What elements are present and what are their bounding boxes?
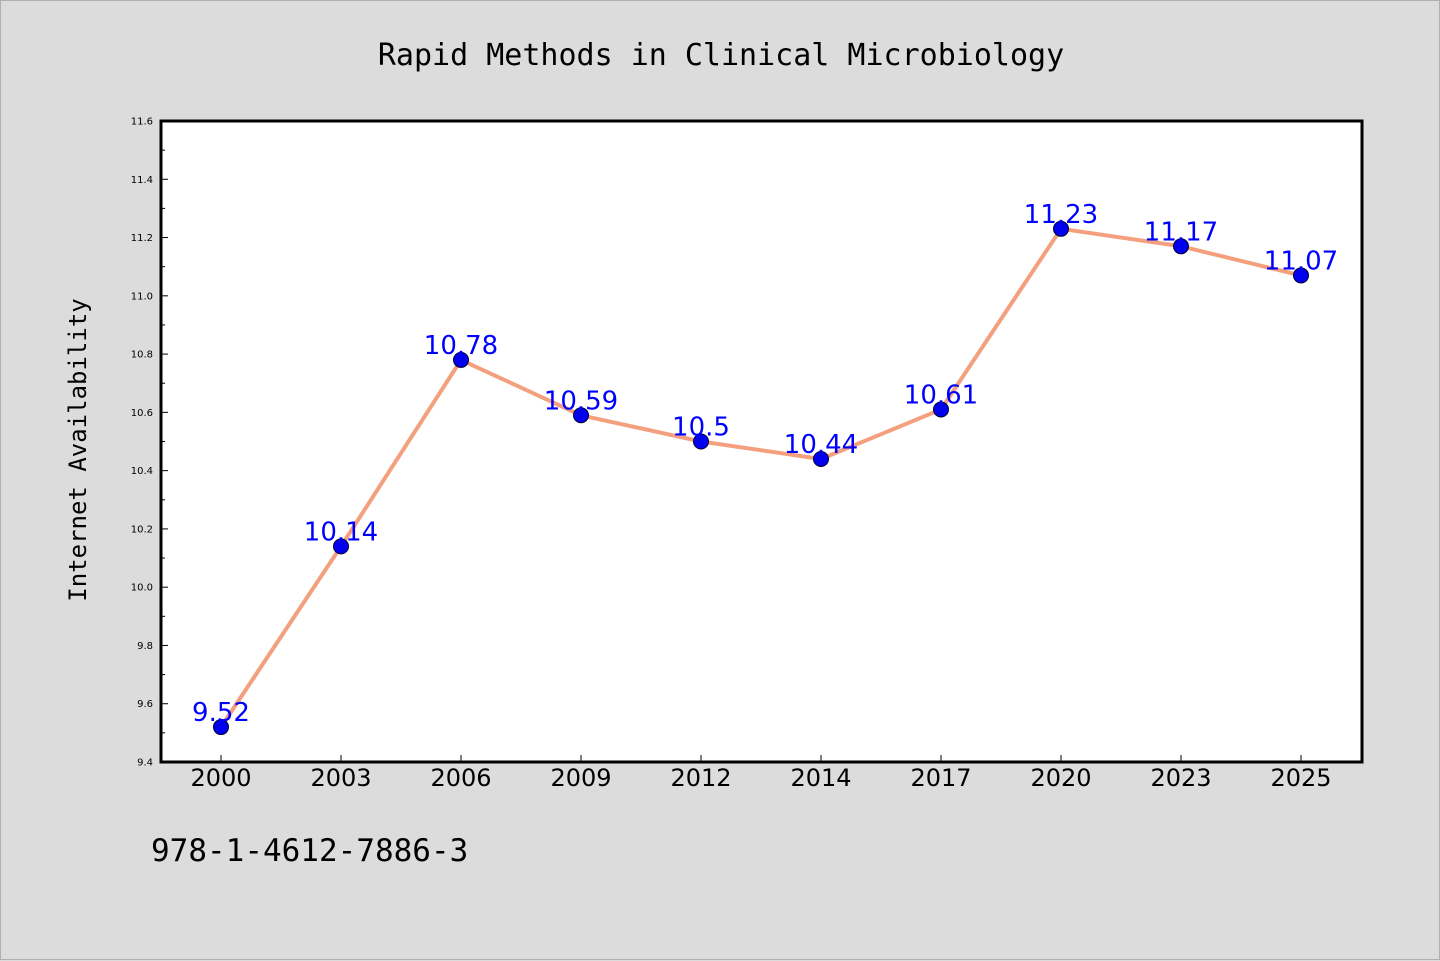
series-line: [219, 226, 1302, 729]
x-tick-label: 2020: [1030, 764, 1091, 792]
data-point: [573, 407, 589, 424]
y-tick-label: 9.4: [137, 758, 153, 769]
series-line-group: [219, 226, 1302, 729]
x-tick-label: 2000: [190, 764, 251, 792]
x-tick-label: 2009: [550, 764, 611, 792]
y-tick-label: 10.0: [131, 583, 153, 594]
y-tick-label: 10.2: [131, 524, 153, 535]
data-point: [333, 538, 349, 555]
chart-title: Rapid Methods in Clinical Microbiology: [378, 38, 1064, 73]
data-point: [693, 433, 709, 450]
plot-area: [159, 119, 1364, 764]
data-label: 10.78: [424, 331, 498, 361]
y-tick-label: 10.4: [131, 466, 153, 477]
y-axis-label: Internet Availability: [64, 298, 92, 601]
data-label: 10.61: [904, 380, 978, 410]
x-tick-label: 2003: [310, 764, 371, 792]
data-point: [1173, 238, 1189, 255]
data-point: [933, 401, 949, 418]
data-label: 10.5: [672, 413, 730, 443]
data-point: [1293, 267, 1309, 284]
x-tick-label: 2012: [670, 764, 731, 792]
data-labels: 9.52 10.14 10.78 10.59 10.5 10.44 10.61 11.23 11…: [192, 200, 1338, 728]
x-axis: 2000 2003 2006 2009 2012 2014 2017 2020 2023 2025: [190, 755, 1332, 792]
x-tick-label: 2025: [1270, 764, 1331, 792]
data-label: 10.14: [304, 517, 378, 547]
isbn-footer: 978-1-4612-7886-3: [151, 833, 469, 869]
data-point: [213, 719, 229, 736]
y-tick-label: 11.2: [131, 233, 153, 244]
x-tick-label: 2017: [910, 764, 971, 792]
data-label: 11.23: [1024, 200, 1098, 230]
x-tick-label: 2014: [790, 764, 851, 792]
y-tick-label: 11.0: [131, 291, 153, 302]
y-tick-label: 9.8: [137, 641, 153, 652]
y-axis: 9.4 9.6 9.8 10.0 10.2 10.4 10.6 10.8 11.0 11.2 11.…: [131, 117, 168, 769]
y-tick-label: 10.8: [131, 350, 153, 361]
y-tick-label: 11.4: [131, 175, 153, 186]
x-tick-label: 2006: [430, 764, 491, 792]
data-markers: [213, 220, 1309, 736]
y-tick-label: 9.6: [137, 699, 153, 710]
data-label: 9.52: [192, 698, 250, 728]
data-label: 10.44: [784, 430, 858, 460]
data-point: [1053, 220, 1069, 237]
data-point: [453, 351, 469, 368]
data-point: [813, 450, 829, 467]
data-label: 11.07: [1264, 246, 1338, 276]
data-label: 11.17: [1144, 217, 1218, 247]
y-tick-label: 10.6: [131, 408, 153, 419]
y-tick-label: 11.6: [131, 117, 153, 128]
data-label: 10.59: [544, 386, 618, 416]
x-tick-label: 2023: [1150, 764, 1211, 792]
